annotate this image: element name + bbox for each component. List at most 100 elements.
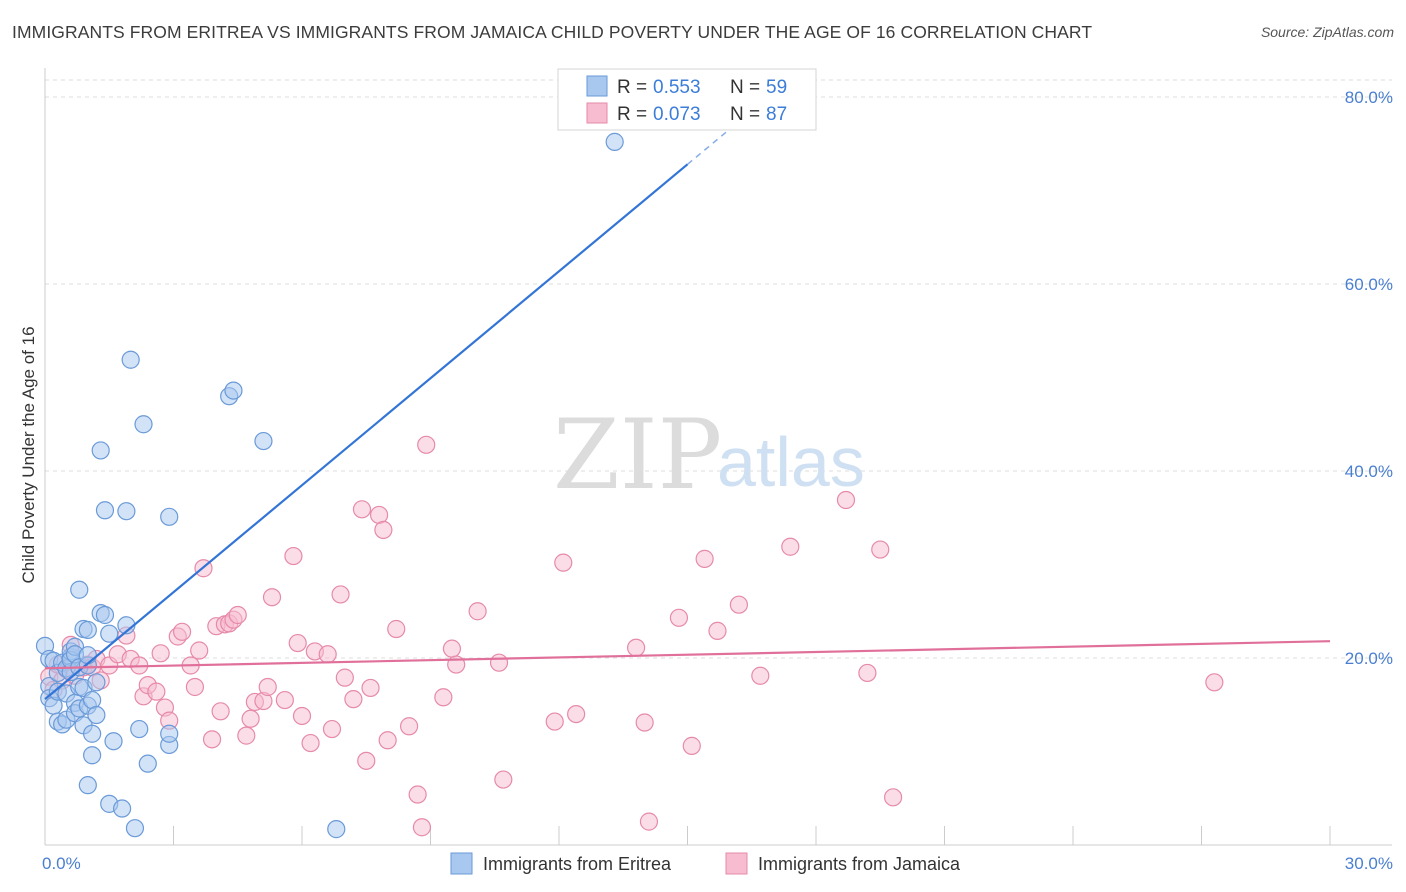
jamaica-point-73 [626,638,646,657]
eritrea-point-47 [117,502,136,521]
legend-r-label-jamaica: R = [617,104,647,125]
jamaica-point-84 [858,663,877,683]
jamaica-point-43 [284,546,303,566]
jamaica-point-58 [378,731,397,750]
jamaica-point-36 [237,726,256,745]
jamaica-point-57 [374,520,393,540]
jamaica-point-52 [344,690,363,709]
jamaica-point-49 [322,719,342,739]
y-tick-label-1: 40.0% [1345,462,1393,481]
y-tick-label-0: 20.0% [1345,649,1393,668]
bottom-legend-swatch-jamaica [725,852,748,875]
eritrea-point-61 [605,132,624,151]
jamaica-point-69 [494,770,513,789]
jamaica-point-61 [408,785,427,804]
axes [44,68,1392,846]
legend-swatch-jamaica [586,102,608,124]
eritrea-point-34 [83,746,102,765]
jamaica-point-76 [669,608,689,627]
jamaica-point-85 [871,540,890,559]
jamaica-point-81 [751,666,770,685]
gridlines [45,79,1392,659]
eritrea-point-35 [83,724,102,743]
x-tick-label-1: 30.0% [1345,854,1393,873]
eritrea-point-60 [327,820,346,839]
eritrea-point-55 [160,724,179,743]
eritrea-point-42 [95,605,115,625]
source-label: Source: ZipAtlas.com [1260,24,1394,40]
jamaica-point-67 [468,602,487,621]
jamaica-point-51 [335,668,354,687]
jamaica-point-24 [172,622,192,641]
eritrea-point-33 [78,646,97,665]
jamaica-point-63 [417,435,436,454]
series-eritrea-points [35,132,624,839]
jamaica-point-62 [412,818,432,837]
top-legend: R = 0.553 N = 59 R = 0.073 N = 87 [557,68,817,131]
jamaica-point-56 [370,505,389,525]
eritrea-point-30 [78,776,97,795]
eritrea-point-59 [254,431,273,451]
jamaica-point-41 [262,588,282,607]
jamaica-point-87 [1205,673,1224,692]
jamaica-point-83 [836,490,856,510]
legend-r-label-eritrea: R = [617,77,647,98]
jamaica-point-60 [399,717,419,736]
bottom-legend-swatch-eritrea [450,852,473,875]
bottom-legend-label-eritrea: Immigrants from Eritrea [483,854,672,874]
eritrea-point-56 [160,507,179,526]
jamaica-point-74 [635,713,654,732]
jamaica-point-45 [292,706,312,726]
eritrea-point-49 [121,350,140,369]
jamaica-point-46 [301,733,320,753]
tick-labels: 20.0% 40.0% 60.0% 80.0% 0.0% 30.0% [42,88,1393,873]
bottom-legend-label-jamaica: Immigrants from Jamaica [758,854,961,874]
jamaica-point-75 [639,812,659,831]
jamaica-point-50 [331,585,350,604]
legend-r-value-jamaica: 0.073 [653,104,701,125]
eritrea-point-52 [134,415,153,434]
eritrea-point-37 [87,705,106,725]
jamaica-point-40 [258,677,277,697]
watermark: ZIP atlas [553,399,865,511]
eritrea-point-51 [130,719,149,739]
eritrea-point-53 [138,754,157,773]
jamaica-point-78 [695,549,714,568]
jamaica-point-29 [202,730,222,749]
eritrea-point-36 [83,690,102,710]
eritrea-point-58 [224,381,243,400]
jamaica-point-44 [288,633,307,653]
jamaica-point-71 [554,553,573,572]
eritrea-point-24 [70,580,89,599]
jamaica-point-31 [211,702,230,721]
jamaica-point-48 [318,645,337,664]
chart-title: IMMIGRANTS FROM ERITREA VS IMMIGRANTS FR… [12,22,1093,42]
jamaica-point-72 [567,704,586,724]
jamaica-point-80 [729,595,749,614]
jamaica-point-79 [708,621,727,640]
watermark-zip: ZIP [553,399,722,511]
bottom-legend: Immigrants from Eritrea Immigrants from … [450,852,961,875]
legend-r-value-eritrea: 0.553 [653,77,701,98]
jamaica-point-35 [228,605,247,625]
jamaica-point-20 [151,644,170,663]
eritrea-point-46 [112,799,132,818]
jamaica-point-37 [241,709,260,728]
legend-swatch-eritrea [586,75,608,97]
jamaica-point-86 [883,788,903,807]
eritrea-point-38 [87,673,106,692]
eritrea-trendline [44,163,689,700]
y-tick-label-2: 60.0% [1345,275,1393,294]
eritrea-point-32 [78,620,97,640]
eritrea-point-39 [91,441,110,460]
eritrea-point-41 [95,501,115,520]
jamaica-point-42 [275,690,294,710]
legend-n-value-jamaica: 87 [766,104,787,125]
y-tick-label-3: 80.0% [1345,88,1393,107]
eritrea-point-50 [125,819,145,838]
eritrea-point-45 [104,732,123,751]
jamaica-point-53 [352,500,372,519]
jamaica-point-19 [147,682,166,701]
watermark-atlas: atlas [717,423,865,501]
